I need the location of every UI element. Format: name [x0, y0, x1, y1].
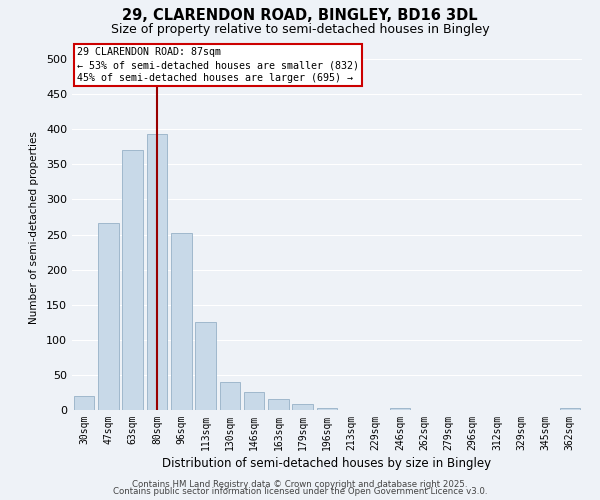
Bar: [220, 382, 240, 410]
Bar: [122, 150, 143, 410]
Text: Contains HM Land Registry data © Crown copyright and database right 2025.: Contains HM Land Registry data © Crown c…: [132, 480, 468, 489]
Text: Size of property relative to semi-detached houses in Bingley: Size of property relative to semi-detach…: [110, 22, 490, 36]
Text: 29 CLARENDON ROAD: 87sqm
← 53% of semi-detached houses are smaller (832)
45% of : 29 CLARENDON ROAD: 87sqm ← 53% of semi-d…: [77, 47, 359, 83]
Text: Contains public sector information licensed under the Open Government Licence v3: Contains public sector information licen…: [113, 487, 487, 496]
Bar: [389, 408, 410, 410]
Bar: [268, 400, 289, 410]
Bar: [317, 408, 337, 410]
Bar: [195, 322, 216, 410]
X-axis label: Distribution of semi-detached houses by size in Bingley: Distribution of semi-detached houses by …: [163, 457, 491, 470]
Bar: [98, 222, 119, 410]
Bar: [146, 134, 167, 410]
Bar: [244, 392, 265, 410]
Bar: [171, 233, 191, 410]
Bar: [74, 396, 94, 410]
Bar: [560, 408, 580, 410]
Bar: [292, 404, 313, 410]
Text: 29, CLARENDON ROAD, BINGLEY, BD16 3DL: 29, CLARENDON ROAD, BINGLEY, BD16 3DL: [122, 8, 478, 22]
Y-axis label: Number of semi-detached properties: Number of semi-detached properties: [29, 131, 39, 324]
